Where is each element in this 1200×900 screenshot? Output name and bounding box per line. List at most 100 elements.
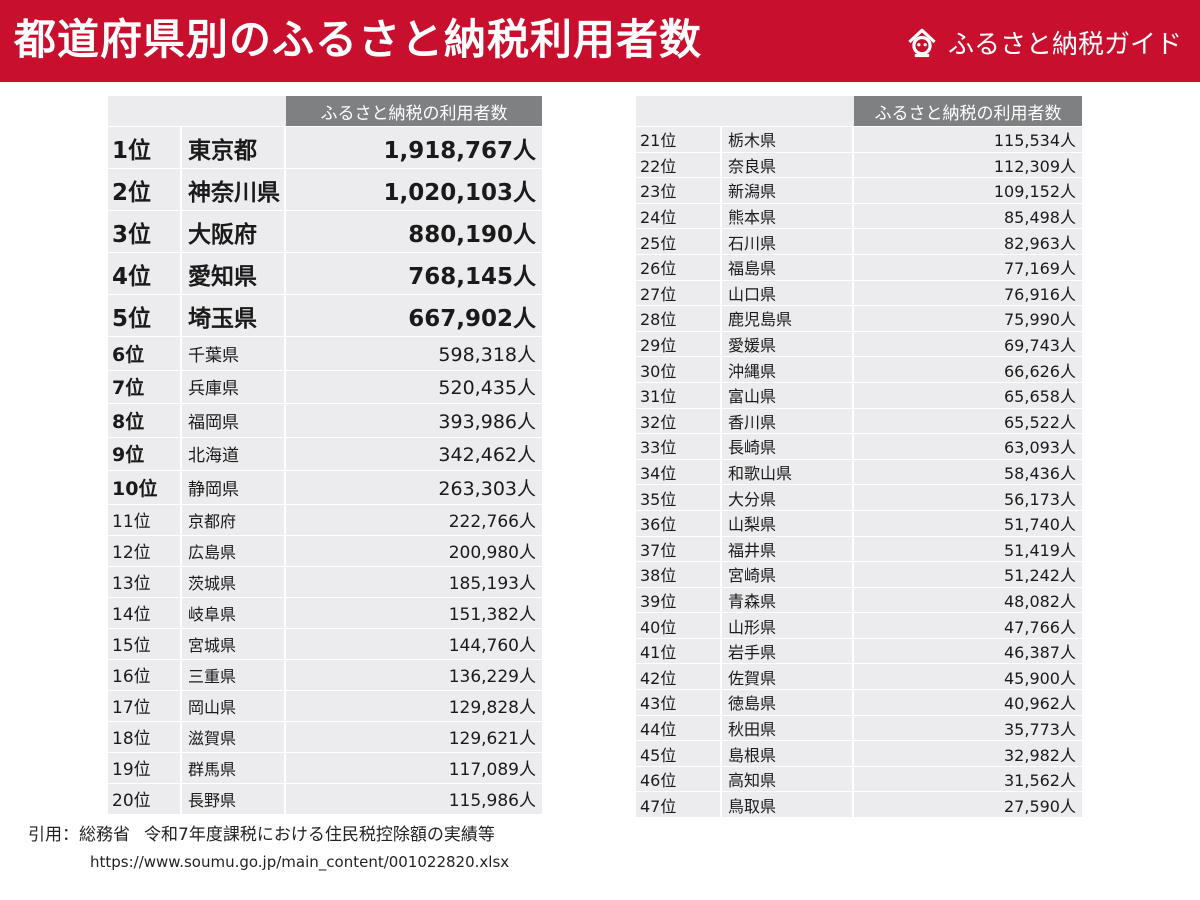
source-citation: 引用：総務省 令和7年度課税における住民税控除額の実績等 https://www.… [28,820,509,871]
table-row: 33位 長崎県 63,093人 [636,433,1082,459]
table-row: 44位 秋田県 35,773人 [636,714,1082,741]
rank-cell: 34位 [640,464,677,484]
rank-cell: 4位 [112,263,152,290]
table-row: 36位 山梨県 51,740人 [636,509,1082,536]
rank-cell: 38位 [640,566,677,586]
prefecture-cell: 茨城県 [180,566,284,597]
users-count-cell: 85,498人 [852,203,1082,229]
rank-cell: 12位 [112,543,151,563]
prefecture-cell: 青森県 [720,587,852,613]
table-row: 39位 青森県 48,082人 [636,586,1082,613]
rank-cell: 21位 [640,131,677,151]
users-count-cell: 667,902人 [284,295,542,336]
source-url[interactable]: https://www.soumu.go.jp/main_content/001… [90,853,510,871]
prefecture-cell: 鹿児島県 [720,306,852,331]
prefecture-cell: 滋賀県 [180,721,284,752]
users-count-cell: 880,190人 [284,211,542,252]
table-row: 25位 石川県 82,963人 [636,228,1082,254]
users-count-cell: 598,318人 [284,337,542,370]
table-row: 32位 香川県 65,522人 [636,407,1082,434]
column-header-users: ふるさと納税の利用者数 [286,96,542,126]
users-count-cell: 40,962人 [852,690,1082,715]
users-count-cell: 51,740人 [852,510,1082,536]
rank-cell: 33位 [640,438,677,458]
rank-cell: 19位 [112,760,151,780]
rank-cell: 31位 [640,387,677,407]
prefecture-cell: 山形県 [720,613,852,638]
rank-cell: 15位 [112,636,151,656]
prefecture-cell: 岐阜県 [180,597,284,628]
prefecture-cell: 埼玉県 [180,295,284,336]
table-row: 28位 鹿児島県 75,990人 [636,305,1082,331]
users-count-cell: 520,435人 [284,370,542,403]
table-row: 27位 山口県 76,916人 [636,279,1082,306]
rank-cell: 32位 [640,412,677,432]
table-row: 22位 奈良県 112,309人 [636,151,1082,178]
prefecture-cell: 山口県 [720,280,852,306]
users-count-cell: 1,918,767人 [284,127,542,168]
table-row: 42位 佐賀県 45,900人 [636,663,1082,690]
prefecture-cell: 大阪府 [180,211,284,252]
rank-cell: 22位 [640,156,677,176]
prefecture-cell: 香川県 [720,408,852,434]
users-count-cell: 393,986人 [284,404,542,437]
users-count-cell: 200,980人 [284,535,542,566]
prefecture-cell: 佐賀県 [720,664,852,690]
users-count-cell: 1,020,103人 [284,169,542,210]
page-title: 都道府県別のふるさと納税利用者数 [14,15,703,64]
users-count-cell: 47,766人 [852,613,1082,638]
table-row: 43位 徳島県 40,962人 [636,689,1082,715]
rank-cell: 1位 [112,137,152,164]
users-count-cell: 342,462人 [284,437,542,470]
source-label: 引用：総務省 [28,825,130,845]
table-row: 31位 富山県 65,658人 [636,381,1082,408]
table-row: 26位 福島県 77,169人 [636,253,1082,280]
users-count-cell: 48,082人 [852,587,1082,613]
users-count-cell: 129,828人 [284,690,542,721]
rank-cell: 3位 [112,221,152,248]
prefecture-cell: 東京都 [180,127,284,168]
prefecture-cell: 奈良県 [720,152,852,178]
prefecture-cell: 宮城県 [180,628,284,659]
table-row: 38位 宮崎県 51,242人 [636,561,1082,587]
rank-cell: 9位 [112,444,145,467]
prefecture-cell: 大分県 [720,485,852,510]
rank-cell: 47位 [640,796,677,816]
table-row: 34位 和歌山県 58,436人 [636,458,1082,485]
prefecture-cell: 広島県 [180,535,284,566]
table-row: 11位 京都府 222,766人 [108,503,542,535]
table-row: 16位 三重県 136,229人 [108,658,542,690]
users-count-cell: 115,534人 [852,127,1082,152]
prefecture-cell: 熊本県 [720,203,852,229]
users-count-cell: 51,242人 [852,562,1082,587]
rank-cell: 10位 [112,477,158,500]
prefecture-cell: 神奈川県 [180,169,284,210]
rank-cell: 43位 [640,694,677,714]
users-count-cell: 63,093人 [852,434,1082,459]
prefecture-cell: 和歌山県 [720,459,852,485]
prefecture-cell: 山梨県 [720,510,852,536]
rank-cell: 27位 [640,284,677,304]
prefecture-cell: 高知県 [720,766,852,792]
table-row: 45位 島根県 32,982人 [636,740,1082,766]
brand-logo[interactable]: ふるさと納税ガイド [904,22,1182,62]
users-count-cell: 109,152人 [852,178,1082,203]
prefecture-cell: 富山県 [720,382,852,408]
table-row: 1位 東京都 1,918,767人 [108,126,542,168]
table-row: 12位 広島県 200,980人 [108,534,542,566]
table-row: 17位 岡山県 129,828人 [108,689,542,721]
users-count-cell: 75,990人 [852,306,1082,331]
users-count-cell: 136,229人 [284,659,542,690]
prefecture-cell: 三重県 [180,659,284,690]
prefecture-cell: 徳島県 [720,690,852,715]
rank-cell: 18位 [112,729,151,749]
rank-cell: 11位 [112,512,151,532]
column-header-users: ふるさと納税の利用者数 [854,96,1082,126]
users-count-cell: 112,309人 [852,152,1082,178]
users-count-cell: 65,658人 [852,382,1082,408]
table-row: 37位 福井県 51,419人 [636,535,1082,562]
table-header-row: ふるさと納税の利用者数 [636,96,1082,126]
prefecture-cell: 島根県 [720,741,852,766]
table-row: 35位 大分県 56,173人 [636,484,1082,510]
table-row: 8位 福岡県 393,986人 [108,403,542,437]
